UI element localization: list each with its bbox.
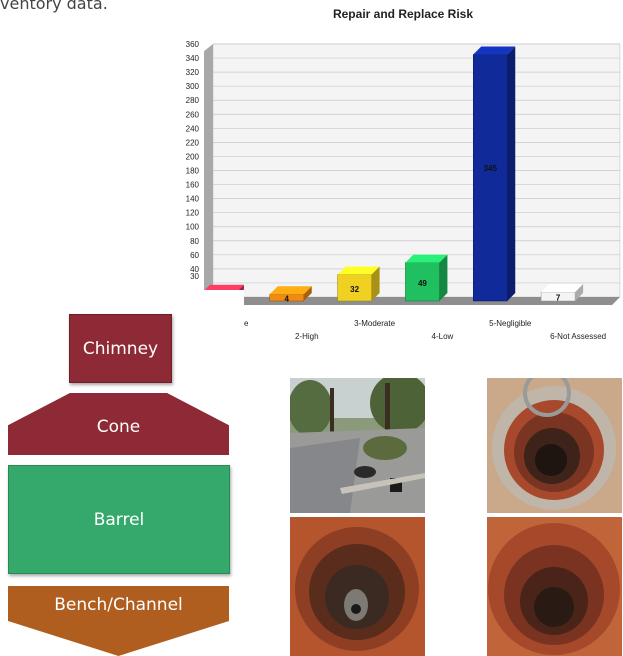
bar-top: [337, 266, 380, 275]
y-tick-label-cropped: 360: [186, 40, 200, 49]
y-tick-label-cropped: 160: [186, 181, 200, 190]
y-tick-label-cropped: 80: [190, 237, 199, 246]
y-tick-label-cropped: 180: [186, 167, 200, 176]
plot-side-wall: [203, 44, 213, 305]
y-tick-label-cropped: 260: [186, 110, 200, 119]
bar-value-label: 32: [350, 285, 359, 294]
chart-title: Repair and Replace Risk: [333, 7, 473, 21]
barrel-label: Barrel: [93, 509, 145, 530]
manhole-interior-photo-2: [487, 517, 622, 656]
y-tick-label-cropped: 300: [186, 82, 200, 91]
bar-side: [303, 286, 312, 301]
bar: [405, 262, 440, 302]
y-tick-label-cropped: 140: [186, 195, 200, 204]
street-manhole-photo: [290, 378, 425, 513]
y-tick-label-cropped: 120: [186, 209, 200, 218]
category-label: 6-Not Assessed: [550, 332, 606, 341]
y-tick-label-cropped: 40: [190, 265, 199, 274]
manhole-interior-photo-1: [290, 517, 425, 656]
cone-label: Cone: [96, 417, 141, 437]
chart-crop-mask: [168, 0, 204, 350]
bar-value-label: 4: [285, 295, 290, 304]
bar-value-label: 7: [556, 294, 561, 303]
y-tick-label-cropped: 320: [186, 68, 200, 77]
y-tick-label-cropped: 60: [190, 251, 199, 260]
bar-top: [541, 284, 584, 293]
bar-value-label: 345: [484, 164, 498, 173]
bench-channel-label: Bench/Channel: [54, 595, 183, 615]
bar-side: [575, 284, 584, 301]
bar-top: [473, 46, 516, 55]
y-tick-label-cropped: 280: [186, 96, 200, 105]
category-label: 3-Moderate: [354, 319, 395, 328]
bench-channel-shape: Bench/Channel: [8, 586, 229, 656]
bar-top: [269, 286, 312, 295]
y-tick-label-cropped: 30: [190, 272, 199, 281]
category-label: 4-Low: [432, 332, 454, 341]
chimney-label: Chimney: [82, 338, 159, 359]
y-tick-label-cropped: 200: [186, 152, 200, 161]
chimney-box: Chimney: [69, 314, 172, 383]
bar: [473, 54, 508, 302]
y-tick-label-cropped: 220: [186, 138, 200, 147]
bar: [337, 274, 372, 302]
bar-value-label: 49: [418, 279, 427, 288]
chart-crop-mask-lower: [204, 290, 244, 350]
y-tick-label-cropped: 100: [186, 223, 200, 232]
y-tick-label-cropped: 340: [186, 54, 200, 63]
bar-top: [405, 254, 448, 263]
y-tick-label-cropped: 240: [186, 124, 200, 133]
cone-shape: Cone: [8, 393, 229, 455]
caption-text: ventory data.: [0, 0, 108, 13]
barrel-box: Barrel: [8, 465, 230, 574]
category-label: 5-Negligible: [489, 319, 532, 328]
category-label: 2-High: [295, 332, 319, 341]
bar-side: [371, 266, 380, 301]
category-label: ne: [240, 319, 249, 328]
bar-side: [507, 46, 516, 301]
bar-side: [439, 254, 448, 301]
manhole-top-photo: [487, 378, 622, 513]
